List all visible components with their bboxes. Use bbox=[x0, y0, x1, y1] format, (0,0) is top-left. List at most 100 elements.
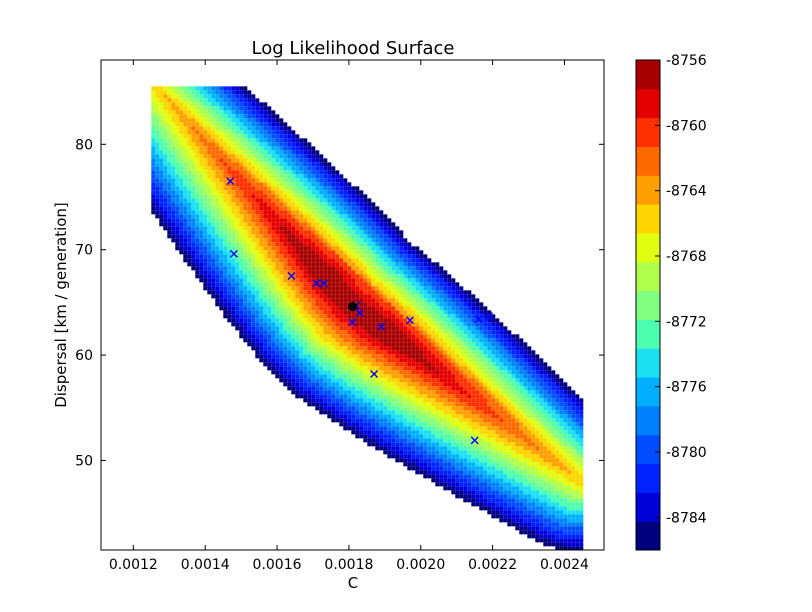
contour-cell bbox=[199, 126, 204, 131]
contour-cell bbox=[435, 442, 440, 447]
contour-cell bbox=[467, 486, 472, 491]
contour-cell bbox=[163, 206, 168, 211]
contour-cell bbox=[447, 466, 452, 471]
contour-cell bbox=[247, 90, 252, 95]
contour-cell bbox=[299, 146, 304, 151]
contour-cell bbox=[283, 150, 288, 155]
contour-cell bbox=[215, 86, 220, 91]
contour-cell bbox=[291, 250, 296, 255]
contour-cell bbox=[411, 362, 416, 367]
contour-cell bbox=[499, 378, 504, 383]
contour-cell bbox=[227, 86, 232, 91]
contour-cell bbox=[455, 334, 460, 339]
contour-cell bbox=[319, 298, 324, 303]
contour-cell bbox=[315, 358, 320, 363]
contour-cell bbox=[287, 374, 292, 379]
contour-cell bbox=[251, 294, 256, 299]
contour-cell bbox=[319, 190, 324, 195]
contour-cell bbox=[239, 210, 244, 215]
contour-cell bbox=[287, 254, 292, 259]
contour-cell bbox=[323, 270, 328, 275]
contour-cell bbox=[335, 350, 340, 355]
contour-cell bbox=[251, 150, 256, 155]
contour-cell bbox=[287, 258, 292, 263]
contour-cell bbox=[227, 154, 232, 159]
contour-cell bbox=[187, 118, 192, 123]
contour-cell bbox=[167, 150, 172, 155]
contour-cell bbox=[299, 326, 304, 331]
contour-cell bbox=[283, 322, 288, 327]
contour-cell bbox=[415, 302, 420, 307]
contour-cell bbox=[427, 426, 432, 431]
contour-cell bbox=[335, 414, 340, 419]
contour-cell bbox=[291, 230, 296, 235]
contour-cell bbox=[415, 426, 420, 431]
contour-cell bbox=[263, 250, 268, 255]
contour-cell bbox=[387, 274, 392, 279]
contour-cell bbox=[255, 314, 260, 319]
contour-cell bbox=[339, 174, 344, 179]
contour-cell bbox=[183, 142, 188, 147]
contour-cell bbox=[419, 350, 424, 355]
contour-cell bbox=[423, 414, 428, 419]
contour-cell bbox=[155, 206, 160, 211]
contour-cell bbox=[307, 282, 312, 287]
contour-cell bbox=[291, 142, 296, 147]
contour-cell bbox=[339, 186, 344, 191]
contour-cell bbox=[279, 326, 284, 331]
contour-cell bbox=[231, 86, 236, 91]
contour-cell bbox=[359, 362, 364, 367]
contour-cell bbox=[483, 406, 488, 411]
contour-cell bbox=[399, 442, 404, 447]
contour-cell bbox=[467, 462, 472, 467]
contour-cell bbox=[355, 378, 360, 383]
contour-cell bbox=[403, 454, 408, 459]
contour-cell bbox=[479, 418, 484, 423]
contour-cell bbox=[155, 126, 160, 131]
contour-cell bbox=[487, 426, 492, 431]
contour-cell bbox=[443, 274, 448, 279]
contour-cell bbox=[463, 466, 468, 471]
contour-cell bbox=[499, 322, 504, 327]
contour-cell bbox=[391, 270, 396, 275]
contour-cell bbox=[279, 186, 284, 191]
contour-cell bbox=[223, 226, 228, 231]
contour-cell bbox=[319, 154, 324, 159]
contour-cell bbox=[363, 326, 368, 331]
contour-cell bbox=[163, 122, 168, 127]
contour-cell bbox=[299, 150, 304, 155]
contour-cell bbox=[355, 330, 360, 335]
contour-cell bbox=[419, 458, 424, 463]
contour-cell bbox=[323, 350, 328, 355]
contour-cell bbox=[463, 318, 468, 323]
contour-cell bbox=[347, 242, 352, 247]
contour-cell bbox=[499, 330, 504, 335]
contour-cell bbox=[479, 346, 484, 351]
contour-cell bbox=[151, 94, 156, 99]
contour-cell bbox=[483, 354, 488, 359]
contour-cell bbox=[259, 278, 264, 283]
contour-cell bbox=[435, 338, 440, 343]
contour-cell bbox=[407, 338, 412, 343]
contour-cell bbox=[403, 254, 408, 259]
contour-cell bbox=[299, 394, 304, 399]
contour-cell bbox=[443, 474, 448, 479]
contour-cell bbox=[311, 310, 316, 315]
contour-cell bbox=[451, 478, 456, 483]
contour-cell bbox=[407, 334, 412, 339]
contour-cell bbox=[187, 106, 192, 111]
contour-cell bbox=[471, 434, 476, 439]
contour-cell bbox=[307, 338, 312, 343]
contour-cell bbox=[339, 414, 344, 419]
contour-cell bbox=[403, 438, 408, 443]
contour-cell bbox=[355, 286, 360, 291]
contour-cell bbox=[291, 354, 296, 359]
contour-cell bbox=[387, 258, 392, 263]
contour-cell bbox=[311, 330, 316, 335]
contour-cell bbox=[271, 198, 276, 203]
contour-cell bbox=[359, 190, 364, 195]
contour-cell bbox=[243, 326, 248, 331]
contour-cell bbox=[415, 390, 420, 395]
contour-cell bbox=[275, 358, 280, 363]
contour-cell bbox=[187, 190, 192, 195]
